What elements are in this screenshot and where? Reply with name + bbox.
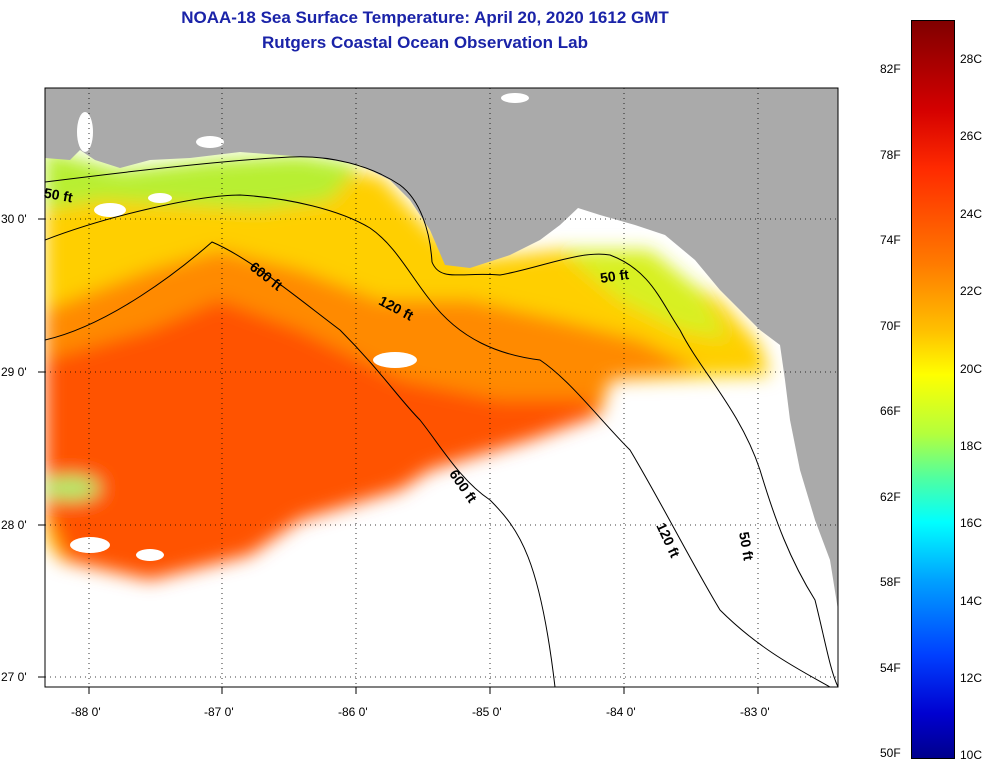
- colorbar-label-f: 58F: [880, 575, 901, 589]
- land-mass: [45, 88, 838, 610]
- map-subtitle: Rutgers Coastal Ocean Observation Lab: [262, 33, 588, 52]
- sst-field: [45, 150, 770, 580]
- colorbar-label-c: 14C: [960, 594, 983, 608]
- colorbar-label-c: 24C: [960, 207, 983, 221]
- temperature-colorbar: [911, 20, 955, 759]
- graticule: [45, 88, 838, 687]
- latitude-label: 27 0': [1, 670, 27, 684]
- longitude-label: -88 0': [71, 705, 101, 719]
- colorbar-label-f: 82F: [880, 62, 901, 76]
- longitude-label: -84 0': [606, 705, 636, 719]
- colorbar-label-c: 12C: [960, 671, 983, 685]
- colorbar-label-f: 62F: [880, 490, 901, 504]
- longitude-label: -87 0': [204, 705, 234, 719]
- cloud-patches: [70, 193, 417, 561]
- bays: [77, 93, 529, 152]
- colorbar-label-c: 18C: [960, 439, 983, 453]
- latitude-label: 29 0': [1, 365, 27, 379]
- latitude-label: 28 0': [1, 518, 27, 532]
- colorbar-label-f: 74F: [880, 233, 901, 247]
- map-frame: [44, 87, 839, 688]
- colorbar-label-c: 28C: [960, 52, 983, 66]
- colorbar-label-c: 26C: [960, 129, 983, 143]
- depth-contours: [45, 156, 838, 687]
- longitude-label: -85 0': [472, 705, 502, 719]
- colorbar-label-f: 54F: [880, 661, 901, 675]
- colorbar-label-c: 22C: [960, 284, 983, 298]
- colorbar-label-f: 66F: [880, 404, 901, 418]
- map-title: NOAA-18 Sea Surface Temperature: April 2…: [181, 8, 669, 27]
- colorbar-label-c: 20C: [960, 362, 983, 376]
- colorbar-label-f: 70F: [880, 319, 901, 333]
- colorbar-label-c: 10C: [960, 748, 983, 762]
- longitude-label: -86 0': [338, 705, 368, 719]
- colorbar-label-c: 16C: [960, 516, 983, 530]
- longitude-label: -83 0': [740, 705, 770, 719]
- colorbar-label-f: 78F: [880, 148, 901, 162]
- colorbar-label-f: 50F: [880, 746, 901, 760]
- axis-ticks: [38, 218, 759, 694]
- latitude-label: 30 0': [1, 212, 27, 226]
